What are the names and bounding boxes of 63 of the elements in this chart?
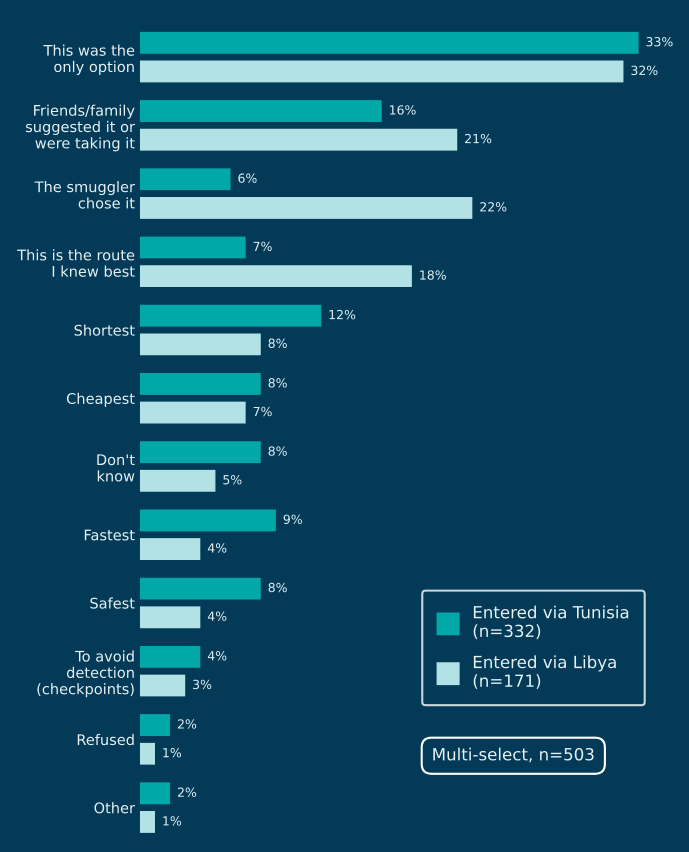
bar (140, 32, 639, 54)
bar (140, 236, 246, 258)
bar (140, 265, 412, 288)
annotation: Multi-select, n=503 (433, 748, 594, 762)
y-tick-label: Cheapest (66, 392, 135, 407)
bar (140, 509, 276, 532)
bar (140, 578, 261, 600)
y-tick-label: Don't know (97, 454, 135, 482)
y-tick-label: To avoid detection (checkpoints) (37, 650, 134, 698)
bar (140, 811, 155, 833)
data-label: 32% (631, 66, 658, 76)
legend-label: Entered via Libya (n=171) (474, 655, 616, 689)
bar (140, 333, 261, 356)
data-label: 2% (178, 719, 196, 729)
data-label: 16% (390, 105, 416, 115)
bar (140, 373, 261, 395)
bar (140, 304, 322, 327)
data-label: 1% (163, 748, 182, 758)
bar (140, 646, 200, 668)
bar (140, 714, 170, 736)
y-tick-label: This was the only option (44, 44, 134, 75)
y-tick-label: Shortest (74, 324, 135, 336)
y-tick-label: Other (94, 802, 136, 814)
data-label: 6% (238, 173, 257, 183)
data-label: 3% (193, 680, 212, 690)
data-label: 7% (254, 406, 272, 416)
bar (140, 128, 458, 151)
y-tick-label: This is the route I knew best (17, 249, 135, 277)
data-label: 22% (480, 202, 506, 212)
bar (140, 742, 155, 765)
bar (140, 402, 246, 424)
y-tick-label: Safest (90, 597, 135, 609)
data-label: 33% (646, 36, 673, 46)
y-tick-label: The smuggler chose it (34, 180, 136, 209)
data-label: 8% (268, 338, 287, 348)
legend-label: Entered via Tunisia (n=332) (474, 606, 628, 640)
data-label: 18% (420, 270, 446, 280)
data-label: 8% (268, 582, 287, 592)
data-label: 9% (284, 514, 302, 524)
data-label: 7% (254, 242, 272, 252)
bar (140, 606, 200, 628)
data-label: 8% (268, 378, 287, 388)
y-tick-label: Refused (78, 734, 134, 746)
bar (140, 168, 231, 190)
bar (140, 538, 200, 560)
bar (140, 470, 216, 492)
bar (140, 674, 186, 696)
data-label: 8% (268, 446, 287, 456)
data-label: 4% (208, 651, 226, 660)
bar (140, 100, 382, 122)
bar (140, 60, 624, 82)
data-label: 4% (208, 611, 226, 621)
data-label: 4% (208, 543, 226, 553)
y-tick-label: Fastest (84, 530, 135, 540)
data-label: 5% (223, 475, 242, 484)
data-label: 21% (465, 134, 492, 144)
data-label: 12% (330, 310, 356, 320)
bar (140, 782, 170, 804)
y-tick-label: Friends/family suggested it or were taking it (26, 104, 136, 152)
bar (140, 197, 472, 219)
data-label: 2% (178, 787, 196, 797)
data-label: 1% (163, 816, 182, 826)
bar (140, 441, 261, 464)
